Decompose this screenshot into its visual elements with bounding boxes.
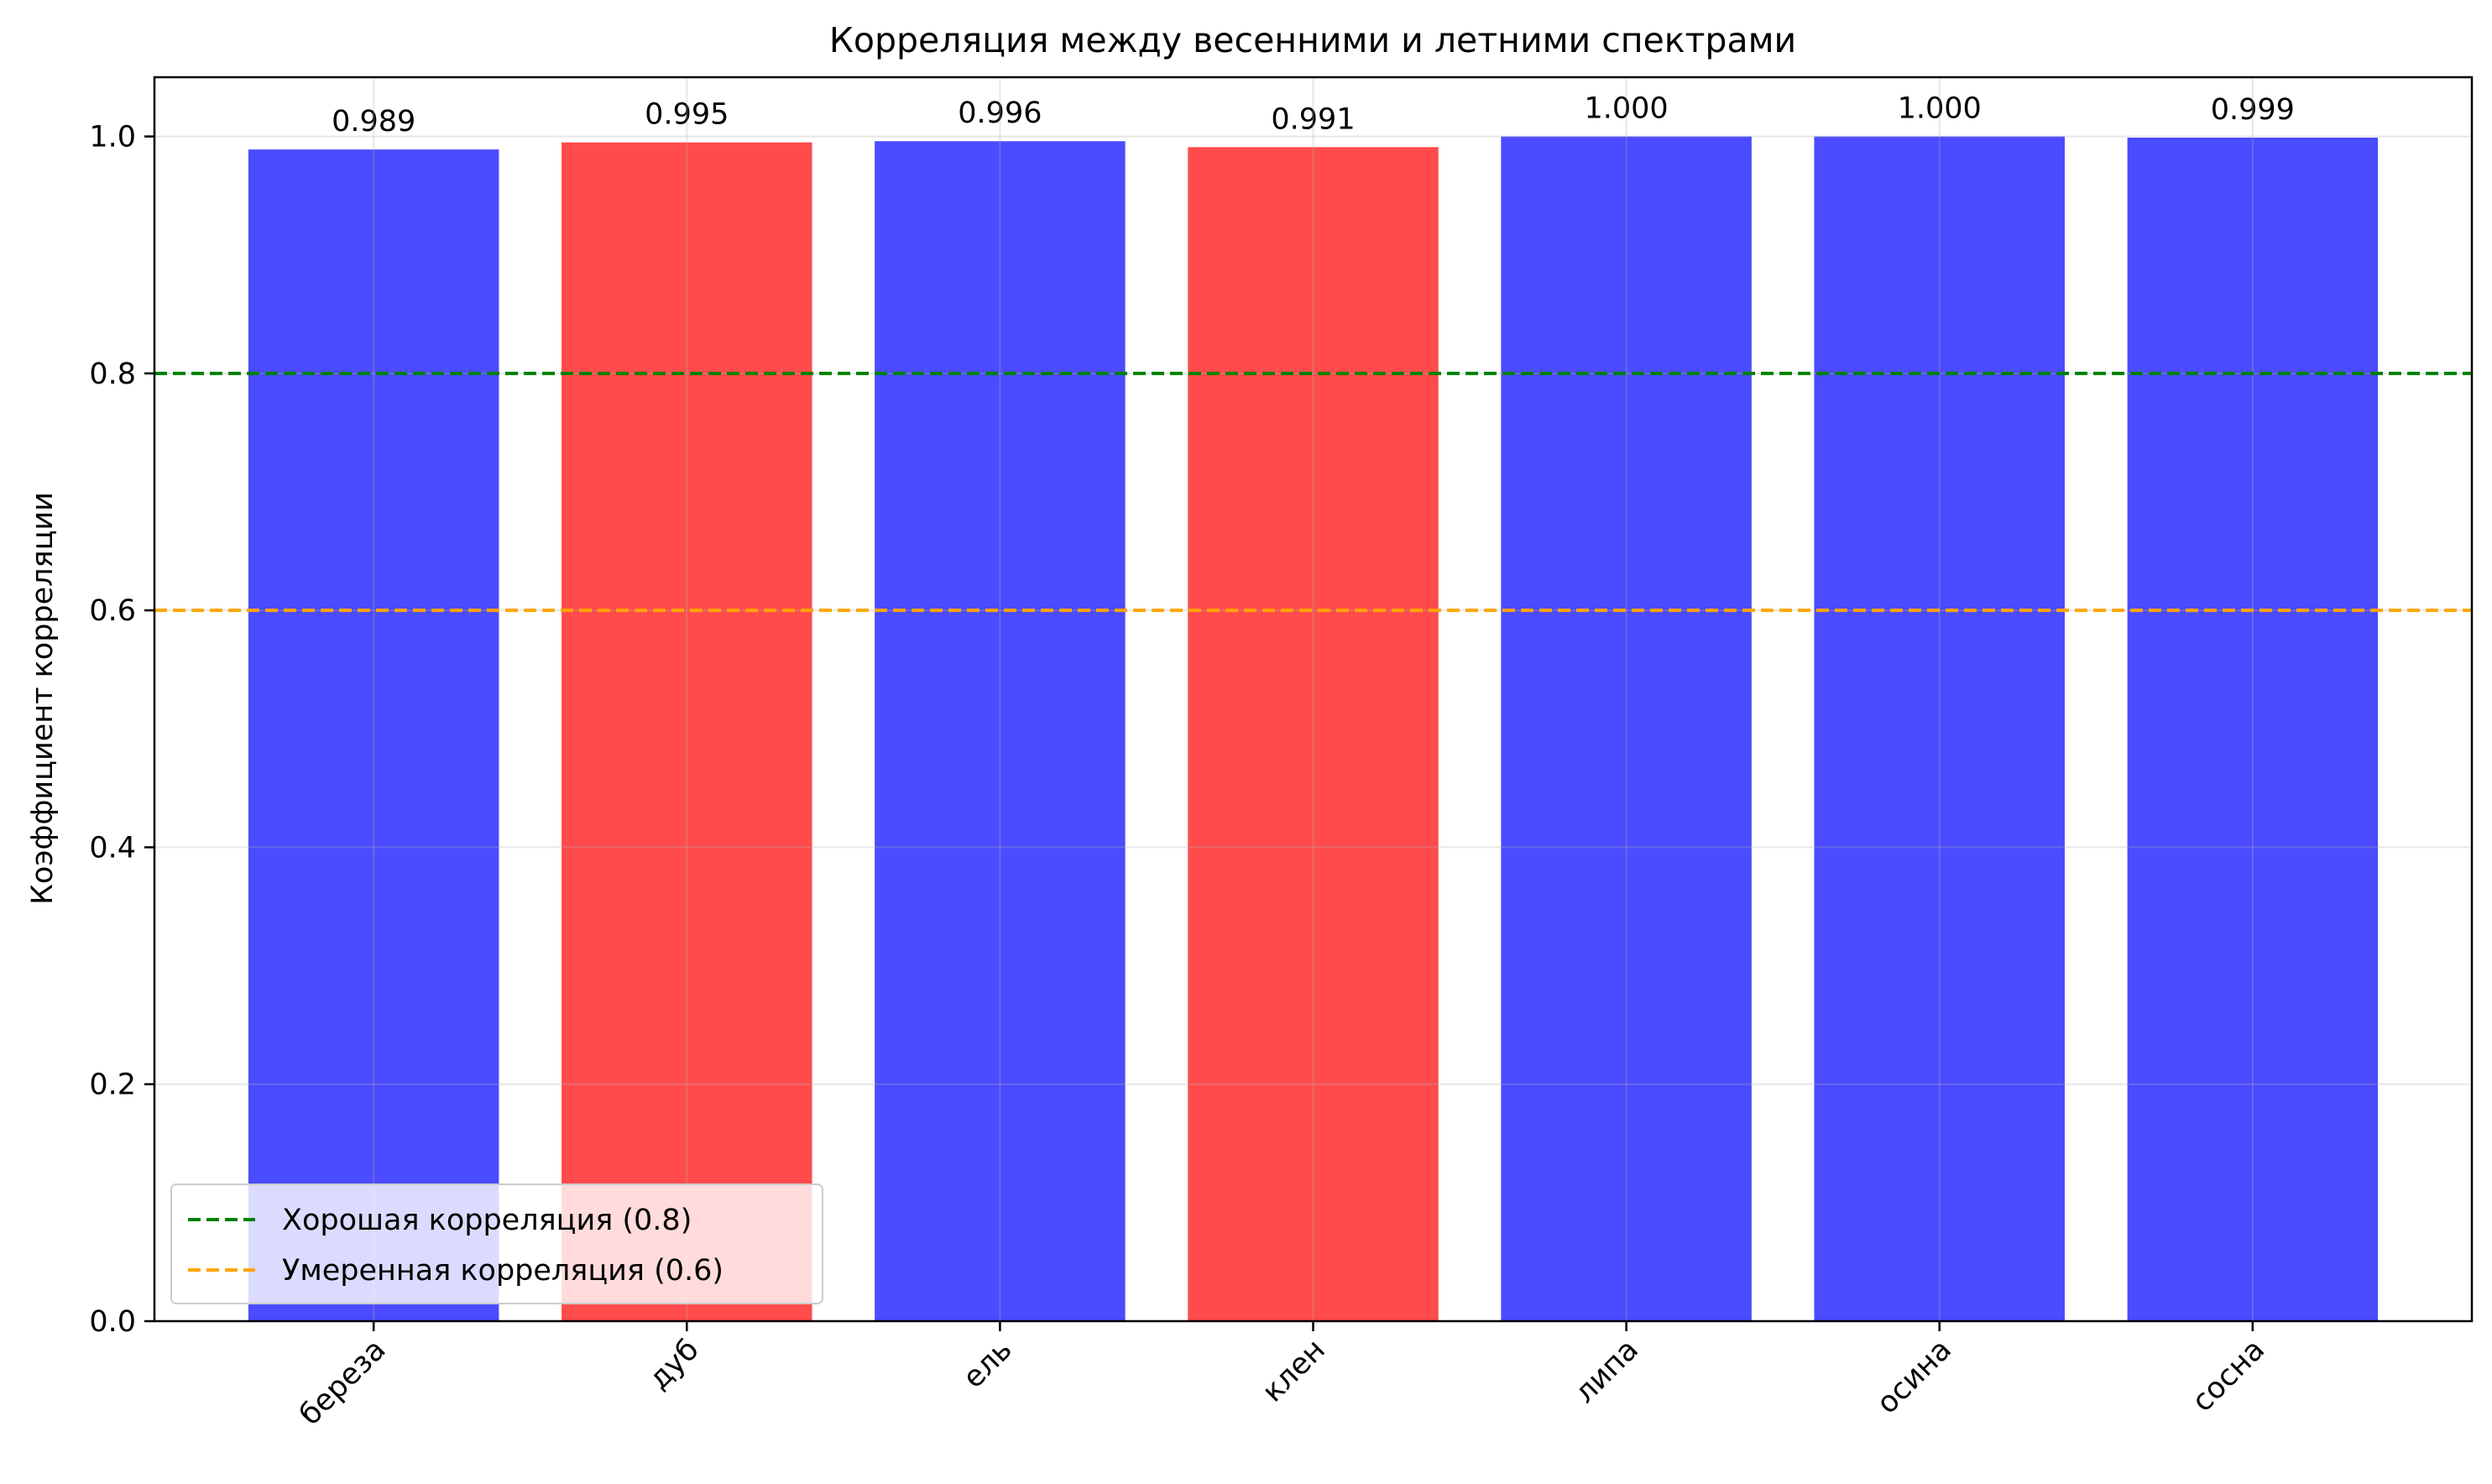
- bar-сосна: [2127, 137, 2379, 1321]
- legend: Хорошая корреляция (0.8) Умеренная коррел…: [170, 1184, 823, 1304]
- y-tick-label: 0.0: [89, 1305, 136, 1339]
- bar-value-label: 0.995: [645, 98, 729, 132]
- bar-дуб: [562, 142, 812, 1322]
- reference-lines-layer: [154, 371, 2472, 613]
- bar-береза: [248, 149, 499, 1321]
- bar-value-label: 0.996: [958, 97, 1042, 130]
- legend-box: [170, 1184, 823, 1304]
- bars-layer: 0.989 0.995 0.996 0.991 1.000 1.000 0.999: [248, 92, 2379, 1322]
- bar-value-label: 0.999: [2211, 93, 2295, 127]
- y-tick-label: 0.8: [89, 358, 136, 391]
- y-tick-label: 0.4: [89, 831, 136, 865]
- legend-entry-label: Умеренная корреляция (0.6): [282, 1254, 724, 1288]
- bar-value-label: 1.000: [1585, 92, 1669, 126]
- bar-клен: [1188, 147, 1439, 1321]
- bar-липа: [1501, 136, 1752, 1322]
- y-tick-label: 1.0: [89, 121, 136, 154]
- bar-value-label: 0.991: [1271, 102, 1355, 136]
- bar-value-label: 0.989: [332, 105, 415, 138]
- bar-осина: [1814, 136, 2065, 1322]
- legend-entry-label: Хорошая корреляция (0.8): [282, 1204, 692, 1237]
- bar-ель: [875, 141, 1126, 1321]
- y-tick-label: 0.2: [89, 1069, 136, 1102]
- y-tick-label: 0.6: [89, 594, 136, 628]
- y-axis-label: Коэффициент корреляции: [26, 492, 60, 905]
- bar-value-label: 1.000: [1898, 92, 1982, 126]
- chart-title: Корреляция между весенними и летними спе…: [829, 20, 1796, 60]
